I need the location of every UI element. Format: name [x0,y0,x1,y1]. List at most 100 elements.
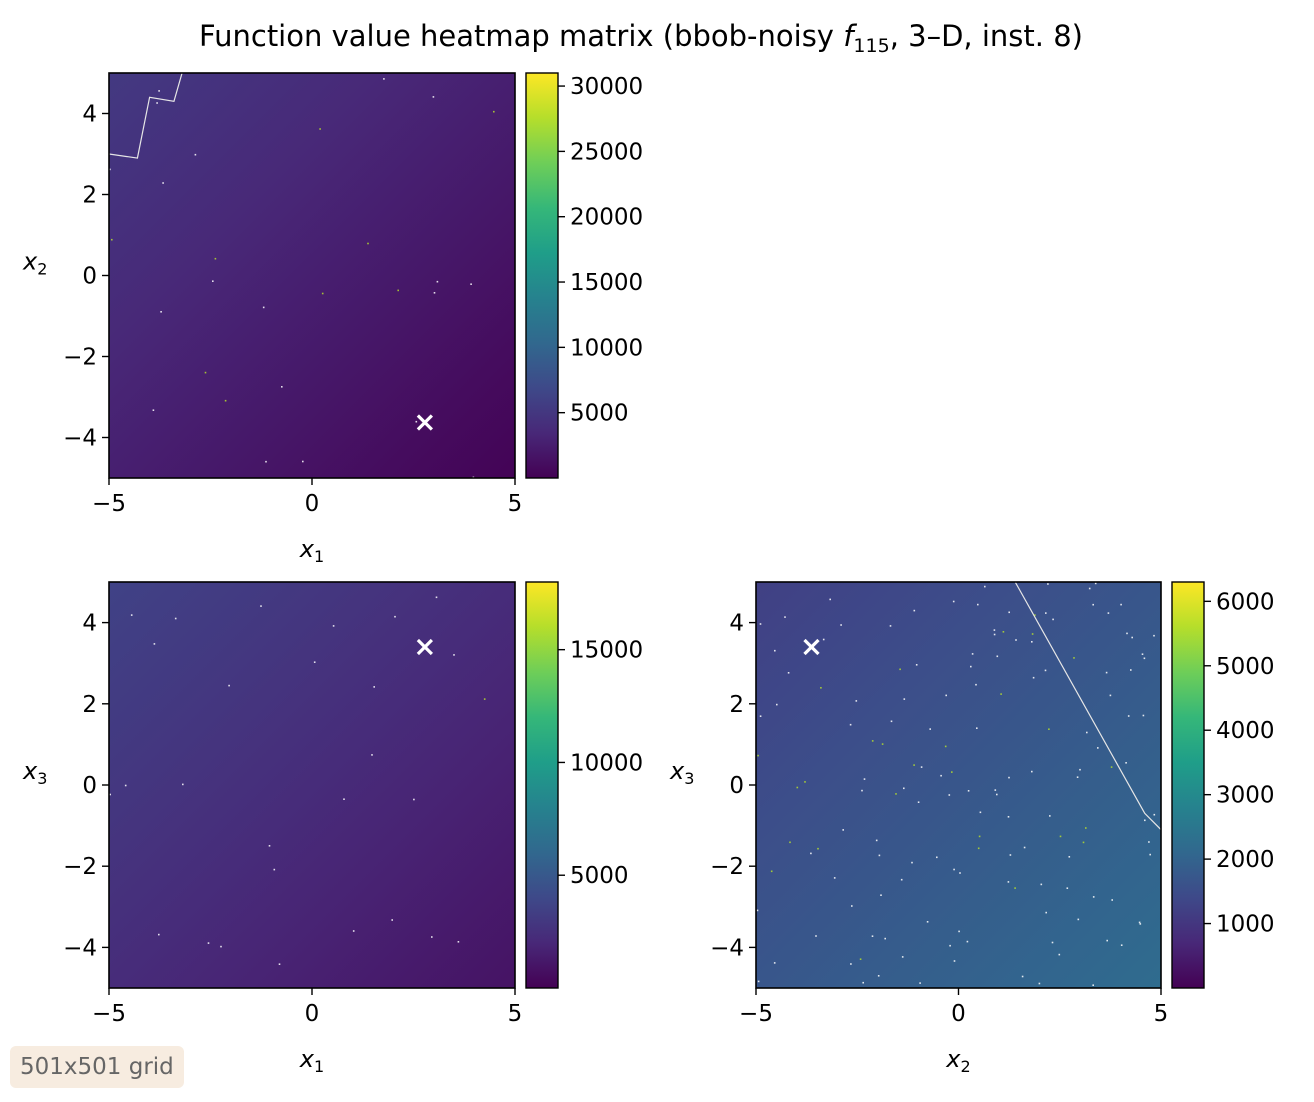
noise-point [850,963,852,965]
y-axis-label: x3 [22,757,47,788]
noise-point [1120,603,1122,606]
noise-point [1044,669,1047,672]
noise-point [343,798,345,800]
heatmap-field [756,582,1161,988]
noise-point [1002,631,1005,633]
noise-point [1032,676,1035,679]
y-tick-label: −4 [63,935,97,961]
colorbar-frame [1171,581,1205,989]
colorbar-tick-label: 4000 [1216,718,1275,744]
noise-point [833,877,836,879]
colorbar-frame [525,72,559,479]
y-tick-label: 0 [82,264,97,290]
noise-speckles [756,582,1156,986]
noise-point [158,90,160,92]
noise-point [863,778,866,780]
noise-point [859,958,862,960]
noise-point [321,292,324,295]
heatmap-field [109,582,515,988]
noise-point [975,683,977,686]
noise-point [936,856,938,859]
noise-point [784,616,786,618]
noise-point [770,870,773,873]
noise-point [432,96,435,98]
optimum-marker [416,638,433,656]
colorbar: 1000 2000 3000 4000 5000 6000 [1171,581,1275,989]
noise-point [1097,747,1099,749]
noise-point [940,774,942,777]
noise-point [158,933,160,936]
noise-point [174,617,177,620]
optimum-marker [803,638,820,656]
noise-point [759,715,762,717]
noise-point [851,905,853,907]
noise-point [861,789,863,792]
noise-point [920,766,923,768]
noise-point [156,102,158,104]
heatmap-panel-x1-x3: −5 0 5 −4 −2 0 2 4 x1 x3 5000 10000 15000 [22,581,643,1076]
noise-point [842,829,844,831]
noise-point [901,956,904,958]
noise-point [757,754,759,757]
noise-point [332,625,335,627]
noise-point [875,839,878,842]
noise-point [1082,841,1085,844]
x-tick-label: 0 [951,1001,966,1027]
noise-point [967,790,970,792]
noise-point [952,600,955,603]
noise-point [109,168,111,171]
noise-point [1086,731,1088,734]
colorbar-tick-label: 1000 [1216,912,1275,938]
noise-point [1023,846,1026,849]
noise-point [1106,939,1108,942]
noise-point [1110,766,1113,768]
heatmap-panel-x1-x2: −5 0 5 −4 −2 0 2 4 x1 x2 5000 10000 15000 20000 25000 3… [22,72,643,566]
noise-point [862,981,864,984]
noise-point [278,963,281,965]
colorbar-tick-label: 6000 [1216,589,1275,615]
grid-size-badge: 501x501 grid [10,1046,184,1088]
noise-point [971,653,974,655]
noise-point [224,399,227,402]
noise-point [926,921,929,923]
noise-point [900,878,903,881]
noise-point [194,153,197,156]
noise-point [1031,641,1033,643]
noise-point [911,861,913,864]
x-tick-label: 5 [508,1001,523,1027]
noise-point [996,655,999,658]
noise-point [1153,634,1155,637]
noise-point [352,930,355,932]
noise-point [1021,975,1024,978]
noise-point [1051,941,1054,944]
x-tick-label: 0 [305,1001,320,1027]
noise-point [1045,911,1047,914]
noise-point [435,596,438,599]
noise-point [817,847,819,850]
noise-point [773,962,776,964]
noise-point [759,623,762,625]
noise-point [976,727,978,729]
noise-point [1009,854,1012,856]
noise-point [951,771,953,773]
noise-point [1120,944,1123,946]
noise-point [1045,612,1047,614]
x-tick-label: 5 [1154,1001,1169,1027]
noise-point [970,665,972,668]
noise-point [1073,657,1075,659]
level-contour [109,73,183,159]
noise-point [1014,887,1016,889]
noise-point [371,754,373,756]
noise-point [1153,813,1156,816]
noise-point [984,585,986,588]
noise-point [483,698,486,700]
colorbar-tick-label: 2000 [1216,847,1275,873]
noise-point [871,740,874,742]
colorbar-gradient [1172,582,1204,988]
noise-point [1149,853,1151,856]
noise-point [1107,612,1110,614]
noise-point [453,654,455,656]
noise-speckles [109,596,486,965]
y-tick-label: 4 [82,611,97,637]
